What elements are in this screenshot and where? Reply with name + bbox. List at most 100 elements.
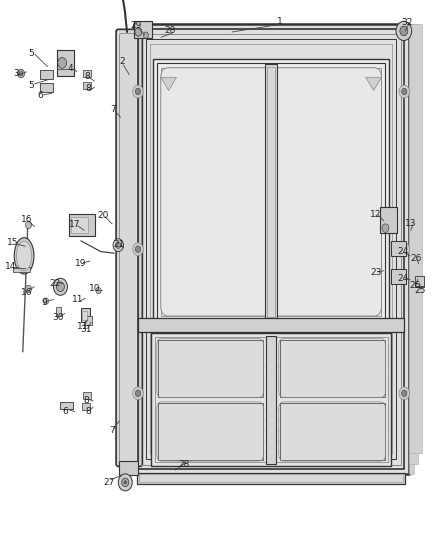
Text: 5: 5: [28, 49, 35, 58]
Text: 30: 30: [52, 313, 64, 321]
Circle shape: [57, 282, 64, 292]
Bar: [60, 402, 73, 409]
Bar: [134, 21, 152, 38]
Bar: [267, 67, 275, 317]
Bar: [139, 474, 403, 482]
Bar: [279, 340, 385, 397]
Bar: [415, 276, 424, 287]
Bar: [157, 63, 385, 321]
Bar: [153, 59, 389, 325]
Circle shape: [135, 28, 142, 36]
Bar: [265, 64, 277, 320]
Text: 32: 32: [402, 18, 413, 27]
Text: 5: 5: [28, 81, 35, 90]
Circle shape: [116, 242, 121, 248]
Circle shape: [135, 88, 141, 95]
Text: 26: 26: [410, 254, 422, 263]
Bar: [81, 308, 90, 322]
Text: 25: 25: [414, 286, 425, 295]
Ellipse shape: [16, 241, 32, 271]
Bar: [138, 318, 404, 332]
Text: 16: 16: [21, 288, 32, 296]
Bar: [391, 269, 406, 284]
Text: 24: 24: [397, 247, 409, 256]
Bar: [13, 266, 30, 272]
Circle shape: [402, 246, 407, 253]
Circle shape: [133, 85, 143, 98]
Bar: [83, 70, 91, 77]
Circle shape: [58, 58, 67, 68]
Circle shape: [382, 224, 389, 232]
Bar: [151, 333, 391, 466]
Text: 22: 22: [49, 279, 60, 288]
FancyBboxPatch shape: [116, 29, 142, 466]
Text: 15: 15: [7, 238, 19, 247]
Bar: [83, 392, 91, 399]
Bar: [134, 24, 409, 474]
Text: 28: 28: [178, 461, 190, 469]
Text: 28: 28: [164, 27, 176, 35]
Circle shape: [402, 88, 407, 95]
Text: 11: 11: [77, 322, 88, 330]
Polygon shape: [366, 77, 381, 91]
Text: 7: 7: [109, 426, 115, 435]
Bar: [158, 340, 263, 397]
Bar: [150, 44, 392, 454]
Text: 26: 26: [410, 281, 421, 289]
Bar: [40, 83, 53, 92]
Bar: [40, 70, 53, 79]
Circle shape: [19, 71, 23, 76]
Text: 8: 8: [85, 84, 92, 93]
Bar: [56, 307, 61, 316]
Bar: [409, 24, 418, 464]
Text: 16: 16: [21, 215, 32, 224]
Text: 11: 11: [72, 295, 84, 304]
Circle shape: [113, 239, 124, 252]
Text: 27: 27: [103, 478, 114, 487]
Text: 13: 13: [405, 220, 417, 228]
Circle shape: [124, 481, 127, 484]
Text: 17: 17: [69, 221, 80, 229]
Circle shape: [399, 85, 410, 98]
Bar: [409, 24, 422, 453]
Text: 29: 29: [130, 21, 141, 30]
Polygon shape: [161, 77, 177, 91]
FancyBboxPatch shape: [161, 68, 381, 316]
Bar: [146, 39, 396, 459]
Text: 23: 23: [370, 269, 381, 277]
Circle shape: [399, 243, 410, 256]
Bar: [137, 473, 405, 484]
Bar: [409, 24, 414, 474]
Bar: [155, 337, 388, 462]
Circle shape: [135, 246, 141, 253]
Text: 7: 7: [110, 105, 116, 114]
Bar: [141, 34, 401, 465]
Text: 8: 8: [85, 72, 91, 81]
Text: 6: 6: [62, 407, 68, 416]
Text: 3: 3: [14, 69, 20, 77]
Text: 12: 12: [370, 210, 381, 219]
Text: 31: 31: [80, 325, 92, 334]
Text: 9: 9: [41, 298, 47, 307]
Bar: [266, 336, 276, 464]
Text: 19: 19: [75, 260, 87, 268]
Bar: [82, 311, 87, 320]
Bar: [161, 68, 381, 316]
Text: 10: 10: [89, 285, 100, 293]
Circle shape: [96, 287, 101, 294]
Bar: [119, 461, 138, 475]
Circle shape: [402, 390, 407, 397]
Circle shape: [25, 221, 32, 229]
Circle shape: [135, 390, 141, 397]
Text: 14: 14: [5, 262, 17, 271]
Text: 2: 2: [119, 58, 124, 66]
Ellipse shape: [14, 238, 34, 274]
Bar: [83, 82, 91, 89]
Circle shape: [133, 387, 143, 400]
Text: 8: 8: [84, 397, 90, 405]
Bar: [391, 241, 406, 256]
Bar: [380, 207, 397, 233]
Bar: [69, 214, 95, 236]
Bar: [279, 403, 385, 460]
Text: 4: 4: [67, 64, 73, 72]
